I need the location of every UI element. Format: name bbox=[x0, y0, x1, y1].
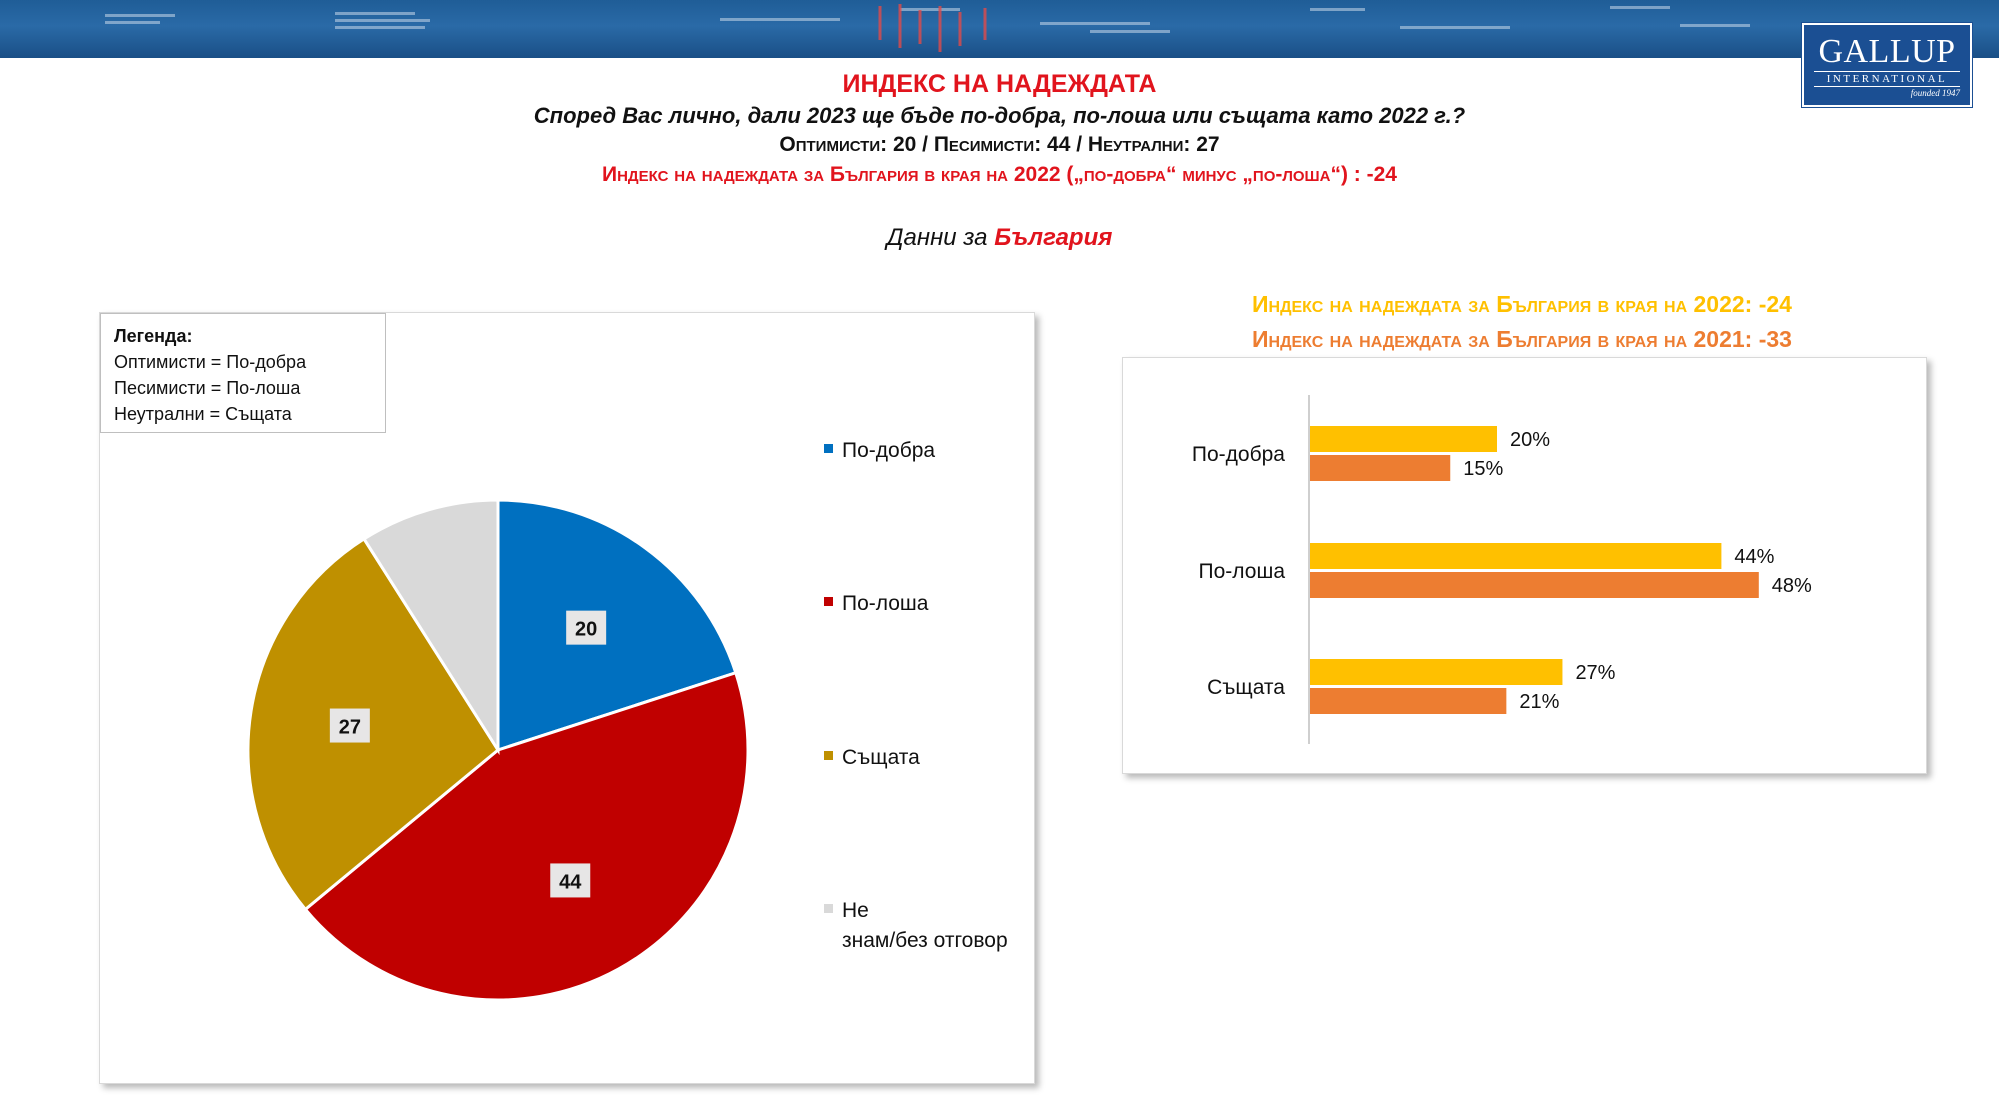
logo-founded: founded 1947 bbox=[1910, 88, 1960, 98]
pie-data-label: 44 bbox=[559, 871, 582, 893]
logo-name: GALLUP bbox=[1818, 33, 1956, 70]
bar-heading-2021: Индекс на надеждата за България в края н… bbox=[1252, 326, 1792, 352]
pie-data-label-bg bbox=[550, 863, 591, 898]
logo-sub: INTERNATIONAL bbox=[1814, 71, 1960, 87]
bar-data-label: 27% bbox=[1575, 662, 1615, 684]
bar-data-label: 48% bbox=[1772, 575, 1812, 597]
pie-slice bbox=[496, 498, 738, 753]
pie-data-label-bg bbox=[329, 708, 370, 743]
pie-legend-swatch bbox=[824, 751, 833, 760]
pie-slice bbox=[246, 536, 500, 912]
bar-data-label: 15% bbox=[1463, 458, 1503, 480]
bar-data-label: 20% bbox=[1510, 429, 1550, 451]
page-title: ИНДЕКС НА НАДЕЖДАТА bbox=[842, 70, 1157, 98]
gallup-logo: GALLUP INTERNATIONAL founded 1947 bbox=[1802, 23, 1972, 107]
bar-chart-panel: По-добра 20% 15% По-лоша 44% 48% Същата 27% 21% bbox=[1122, 357, 1927, 774]
data-for-country: България bbox=[994, 224, 1113, 251]
banner-decoration bbox=[105, 4, 1750, 52]
index-line: Индекс на надеждата за България в края н… bbox=[602, 163, 1397, 186]
bar-category-label: По-добра bbox=[1192, 443, 1285, 466]
pie-slice bbox=[303, 670, 750, 1002]
bar-category-label: Същата bbox=[1207, 676, 1285, 699]
pie-legend-label: По-лоша bbox=[842, 592, 929, 615]
data-for-line: Данни за България bbox=[0, 224, 1999, 252]
bar bbox=[1310, 455, 1451, 481]
pie-data-label: 27 bbox=[339, 717, 361, 739]
bar-data-label: 21% bbox=[1519, 691, 1559, 713]
pie-data-label: 20 bbox=[575, 619, 597, 641]
bar-category-label: По-лоша bbox=[1199, 560, 1286, 583]
data-for-prefix: Данни за bbox=[886, 224, 988, 251]
pie-legend-swatch bbox=[824, 444, 833, 453]
survey-question: Според Вас лично, дали 2023 ще бъде по-д… bbox=[533, 103, 1466, 128]
legend-box: Легенда: Оптимисти = По-добра Песимисти … bbox=[100, 313, 386, 433]
bar bbox=[1310, 659, 1563, 685]
pie-legend-label: Същата bbox=[842, 746, 920, 769]
header-banner bbox=[0, 0, 1999, 58]
legend-box-line: Оптимисти = По-добра bbox=[114, 352, 307, 372]
legend-box-title: Легенда: bbox=[114, 326, 193, 346]
pie-legend-label: По-добра bbox=[842, 439, 935, 462]
bar-data-label: 44% bbox=[1734, 546, 1774, 568]
bar-heading-2022: Индекс на надеждата за България в края н… bbox=[1252, 291, 1792, 317]
legend-box-line: Песимисти = По-лоша bbox=[114, 378, 301, 398]
pie-chart: 20 44 27 По-добра По-лоша Същата Не знам/без от… bbox=[246, 439, 1008, 1002]
bar-chart: По-добра 20% 15% По-лоша 44% 48% Същата 27% 21% bbox=[1192, 395, 1812, 744]
bar bbox=[1310, 688, 1507, 714]
bar bbox=[1310, 543, 1722, 569]
pie-data-label-bg bbox=[566, 610, 607, 645]
legend-box-line: Неутрални = Същата bbox=[114, 404, 292, 424]
pie-legend-label: Не знам/без отговор bbox=[842, 899, 1008, 952]
pie-legend-swatch bbox=[824, 597, 833, 606]
bar bbox=[1310, 426, 1497, 452]
bar bbox=[1310, 572, 1759, 598]
counts-line: Оптимисти: 20 / Песимисти: 44 / Неутралн… bbox=[779, 133, 1220, 156]
pie-chart-panel: 20 44 27 По-добра По-лоша Същата Не знам/без от… bbox=[99, 312, 1035, 1084]
pie-slice bbox=[361, 498, 500, 756]
pie-legend-swatch bbox=[824, 904, 833, 913]
